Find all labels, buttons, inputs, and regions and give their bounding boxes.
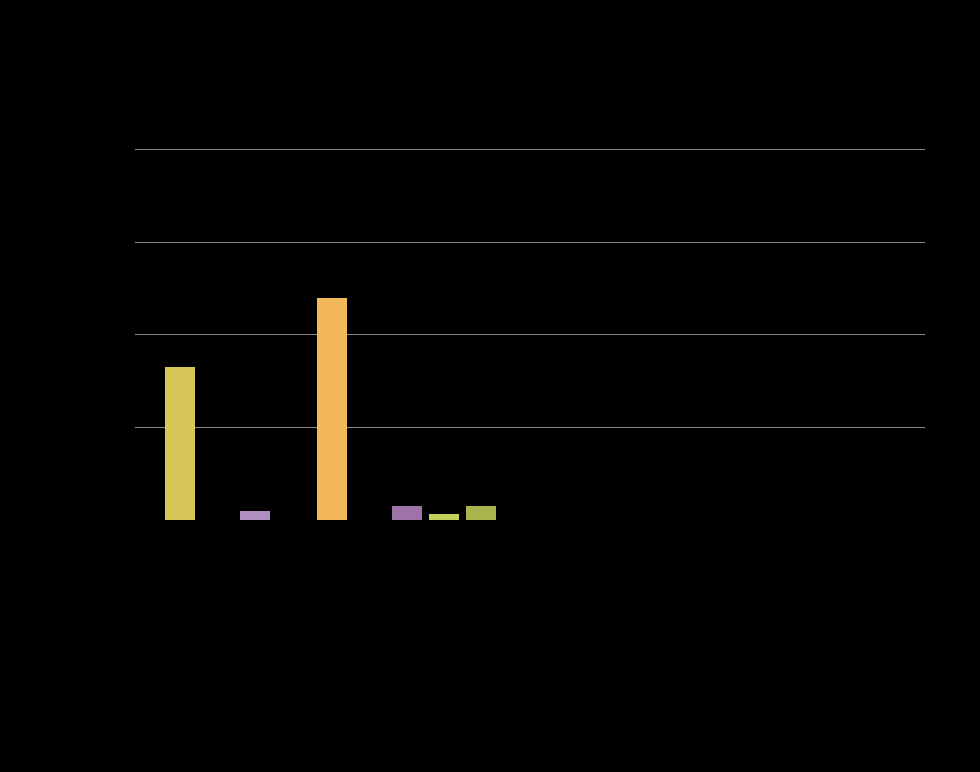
gridline	[135, 149, 925, 150]
bar	[466, 506, 496, 520]
bar	[392, 506, 422, 520]
bar-chart	[0, 0, 980, 772]
gridline	[135, 334, 925, 335]
bar	[240, 511, 270, 520]
gridline	[135, 242, 925, 243]
bar	[429, 514, 459, 520]
bar	[317, 298, 347, 520]
bar	[165, 367, 195, 520]
gridline	[135, 427, 925, 428]
plot-area	[135, 150, 925, 520]
